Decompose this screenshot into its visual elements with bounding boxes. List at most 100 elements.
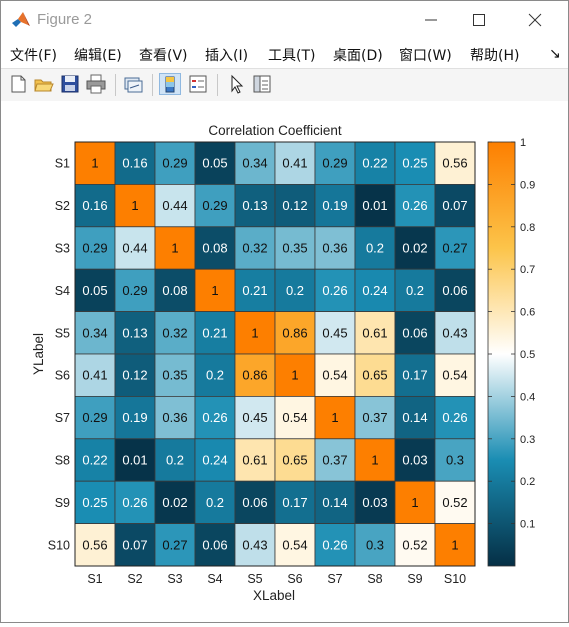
heatmap-cell[interactable] bbox=[434, 353, 476, 397]
heatmap-cell[interactable] bbox=[274, 480, 316, 525]
heatmap-cell[interactable] bbox=[194, 226, 236, 270]
menu-view[interactable]: 查看(V) bbox=[139, 48, 188, 64]
close-button[interactable] bbox=[515, 7, 555, 33]
legend-icon[interactable] bbox=[187, 73, 209, 95]
heatmap-cell[interactable] bbox=[114, 395, 156, 440]
menu-window[interactable]: 窗口(W) bbox=[399, 48, 452, 64]
heatmap-cell[interactable] bbox=[194, 311, 236, 355]
cell-value-label: 0.01 bbox=[362, 198, 387, 213]
maximize-button[interactable] bbox=[459, 7, 499, 33]
heatmap-cell[interactable] bbox=[394, 480, 436, 525]
colorbar-tick-label: 0.9 bbox=[520, 179, 535, 191]
heatmap-cell[interactable] bbox=[394, 353, 436, 397]
heatmap-cell[interactable] bbox=[234, 311, 276, 355]
heatmap-cell[interactable] bbox=[234, 353, 276, 397]
new-figure-icon[interactable] bbox=[7, 73, 29, 95]
heatmap-cell[interactable] bbox=[114, 268, 156, 312]
property-inspector-icon[interactable] bbox=[251, 73, 273, 95]
heatmap-cell[interactable] bbox=[194, 523, 236, 567]
heatmap-cell[interactable] bbox=[394, 395, 436, 440]
x-tick-label: S8 bbox=[367, 572, 382, 586]
heatmap-cell[interactable] bbox=[314, 523, 356, 567]
heatmap-cell[interactable] bbox=[354, 353, 396, 397]
heatmap-cell[interactable] bbox=[234, 184, 276, 228]
heatmap-cell[interactable] bbox=[234, 268, 276, 312]
menu-overflow-arrow[interactable]: ↘ bbox=[549, 45, 561, 61]
heatmap-cell[interactable] bbox=[354, 184, 396, 228]
heatmap-cell[interactable] bbox=[434, 184, 476, 228]
heatmap-cell[interactable] bbox=[114, 184, 156, 228]
colorbar-icon[interactable] bbox=[159, 73, 181, 95]
heatmap-cell[interactable] bbox=[434, 311, 476, 355]
heatmap-cell[interactable] bbox=[74, 523, 116, 567]
cell-value-label: 0.26 bbox=[202, 410, 227, 425]
save-icon[interactable] bbox=[59, 73, 81, 95]
heatmap-cell[interactable] bbox=[114, 438, 156, 482]
heatmap-cell[interactable] bbox=[154, 438, 196, 482]
cell-value-label: 0.54 bbox=[282, 410, 307, 425]
heatmap-cell[interactable] bbox=[114, 311, 156, 355]
heatmap-cell[interactable] bbox=[394, 141, 436, 185]
heatmap-cell[interactable] bbox=[434, 438, 476, 482]
colorbar-tick-label: 0.8 bbox=[520, 222, 535, 234]
print-icon[interactable] bbox=[85, 73, 107, 95]
heatmap-chart[interactable]: Correlation Coefficient 1 0.16 0.29 0.05 0.3… bbox=[1, 101, 568, 622]
link-plot-icon[interactable] bbox=[122, 73, 144, 95]
pointer-icon[interactable] bbox=[225, 73, 247, 95]
heatmap-cell[interactable] bbox=[434, 268, 476, 312]
heatmap-cell[interactable] bbox=[274, 438, 316, 482]
heatmap-cell[interactable] bbox=[154, 353, 196, 397]
minimize-button[interactable] bbox=[411, 7, 451, 33]
heatmap-cell[interactable] bbox=[234, 395, 276, 440]
heatmap-cell[interactable] bbox=[234, 523, 276, 567]
menu-desktop[interactable]: 桌面(D) bbox=[333, 48, 383, 64]
menu-edit[interactable]: 编辑(E) bbox=[74, 48, 122, 64]
heatmap-cell[interactable] bbox=[234, 141, 276, 185]
heatmap-cell[interactable] bbox=[194, 268, 236, 312]
heatmap-cell[interactable] bbox=[234, 226, 276, 270]
heatmap-cell[interactable] bbox=[354, 141, 396, 185]
heatmap-cell[interactable] bbox=[354, 311, 396, 355]
heatmap-cell[interactable] bbox=[74, 226, 116, 270]
heatmap-cell[interactable] bbox=[314, 226, 356, 270]
heatmap-border bbox=[74, 141, 476, 567]
cell-value-label: 0.36 bbox=[162, 410, 187, 425]
colorbar[interactable] bbox=[487, 141, 516, 567]
heatmap-cell[interactable] bbox=[234, 480, 276, 525]
heatmap-cell[interactable] bbox=[274, 268, 316, 312]
heatmap-cell[interactable] bbox=[434, 480, 476, 525]
heatmap-cell[interactable] bbox=[434, 226, 476, 270]
heatmap-cell[interactable] bbox=[274, 523, 316, 567]
heatmap-cell[interactable] bbox=[274, 184, 316, 228]
heatmap-cell[interactable] bbox=[74, 141, 116, 185]
cell-value-label: 0.56 bbox=[442, 156, 467, 171]
heatmap-cell[interactable] bbox=[114, 480, 156, 525]
heatmap-cell[interactable] bbox=[394, 226, 436, 270]
cell-value-label: 0.61 bbox=[242, 453, 267, 468]
cell-value-label: 1 bbox=[291, 368, 298, 383]
heatmap-cell[interactable] bbox=[314, 311, 356, 355]
heatmap-cell[interactable] bbox=[194, 184, 236, 228]
heatmap-cell[interactable] bbox=[154, 395, 196, 440]
cell-value-label: 0.27 bbox=[162, 537, 187, 552]
heatmap-cell[interactable] bbox=[74, 395, 116, 440]
heatmap-cell[interactable] bbox=[394, 523, 436, 567]
cell-value-label: 0.25 bbox=[82, 495, 107, 510]
heatmap-cell[interactable] bbox=[314, 184, 356, 228]
menu-file[interactable]: 文件(F) bbox=[10, 48, 57, 64]
heatmap-cell[interactable] bbox=[114, 523, 156, 567]
heatmap-cell[interactable] bbox=[274, 141, 316, 185]
menu-help[interactable]: 帮助(H) bbox=[470, 48, 520, 64]
heatmap-cell[interactable] bbox=[394, 311, 436, 355]
heatmap-cell[interactable] bbox=[434, 141, 476, 185]
heatmap-cell[interactable] bbox=[354, 268, 396, 312]
menu-tools[interactable]: 工具(T) bbox=[268, 48, 316, 64]
menu-insert[interactable]: 插入(I) bbox=[205, 48, 249, 64]
y-tick-label: S8 bbox=[55, 454, 70, 468]
open-file-icon[interactable] bbox=[33, 73, 55, 95]
heatmap-cell[interactable] bbox=[314, 353, 356, 397]
heatmap-cell[interactable] bbox=[194, 353, 236, 397]
heatmap-cell[interactable] bbox=[194, 438, 236, 482]
cell-value-label: 0.2 bbox=[366, 241, 384, 256]
cell-value-label: 0.54 bbox=[442, 368, 467, 383]
